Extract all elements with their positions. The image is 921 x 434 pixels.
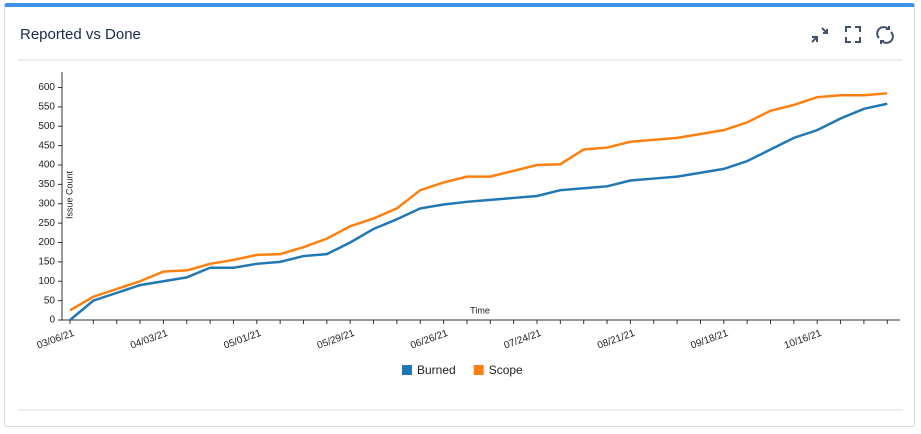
y-tick-label: 300 <box>38 198 55 209</box>
fullscreen-icon[interactable] <box>845 26 861 43</box>
widget-title: Reported vs Done <box>20 26 141 43</box>
y-tick-label: 200 <box>38 237 55 248</box>
y-tick-label: 50 <box>44 295 56 306</box>
toolbar <box>811 26 894 44</box>
widget-card <box>4 3 915 427</box>
legend-label: Burned <box>417 363 456 377</box>
collapse-icon[interactable] <box>811 27 828 43</box>
x-tick-label: 03/06/21 <box>36 328 77 352</box>
y-tick-label: 0 <box>49 315 55 326</box>
series-line <box>69 102 888 321</box>
x-axis-label: Time <box>470 305 490 315</box>
y-tick-label: 400 <box>38 160 55 171</box>
y-tick-label: 100 <box>38 276 55 287</box>
x-tick-label: 05/29/21 <box>316 328 357 352</box>
y-tick-label: 250 <box>38 218 55 229</box>
y-tick-label: 550 <box>38 102 55 113</box>
x-tick-label: 08/21/21 <box>596 328 637 352</box>
y-tick-label: 450 <box>38 140 55 151</box>
y-tick-label: 500 <box>38 121 55 132</box>
y-tick-label: 600 <box>38 82 55 93</box>
y-tick-label: 150 <box>38 257 55 268</box>
y-tick-label: 350 <box>38 179 55 190</box>
x-tick-label: 06/26/21 <box>409 328 450 352</box>
refresh-icon[interactable] <box>876 26 894 44</box>
x-tick-label: 10/16/21 <box>783 328 824 352</box>
legend-swatch <box>402 365 412 375</box>
x-tick-label: 09/18/21 <box>689 328 730 352</box>
legend-swatch <box>473 365 484 375</box>
x-tick-label: 07/24/21 <box>503 328 544 352</box>
series-line <box>69 92 888 312</box>
x-tick-label: 04/03/21 <box>129 328 170 352</box>
x-tick-label: 05/01/21 <box>222 328 263 352</box>
y-axis-label: Issue Count <box>64 170 74 219</box>
legend-label: Scope <box>489 363 523 377</box>
